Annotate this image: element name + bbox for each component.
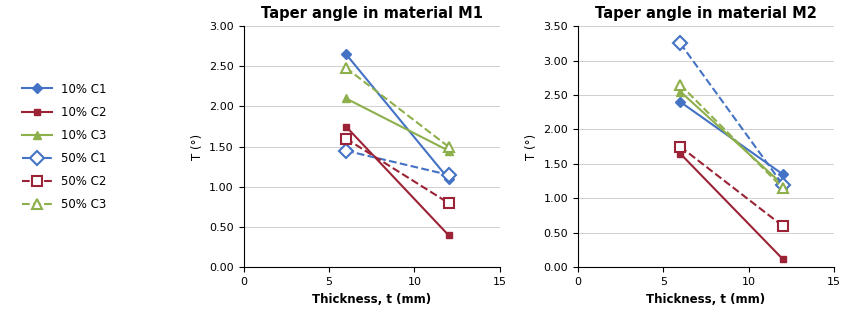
X-axis label: Thickness, t (mm): Thickness, t (mm): [647, 293, 765, 305]
Legend: 10% C1, 10% C2, 10% C3, 50% C1, 50% C2, 50% C3: 10% C1, 10% C2, 10% C3, 50% C1, 50% C2, …: [22, 82, 106, 211]
Y-axis label: T (°): T (°): [191, 134, 203, 160]
Y-axis label: T (°): T (°): [525, 134, 538, 160]
Title: Taper angle in material M2: Taper angle in material M2: [595, 6, 817, 21]
Title: Taper angle in material M1: Taper angle in material M1: [260, 6, 483, 21]
X-axis label: Thickness, t (mm): Thickness, t (mm): [312, 293, 431, 305]
